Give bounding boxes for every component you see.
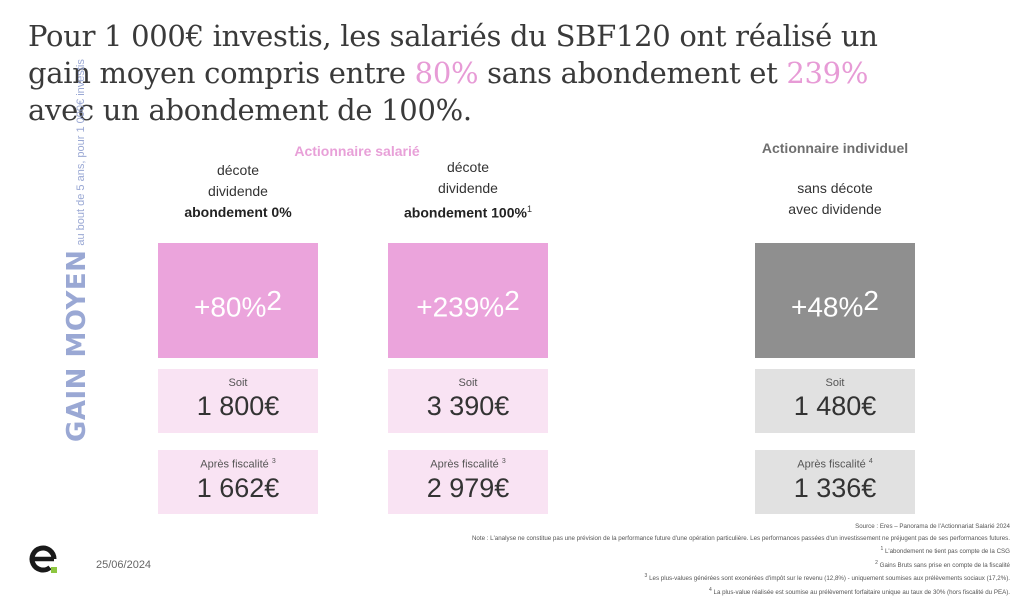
col2-head-line1: décote (446, 159, 490, 175)
footnote-3: 3 Les plus-values générées sont exonérée… (230, 571, 1010, 585)
col1-gain-value: +80% (194, 291, 267, 323)
note-source: Source : Eres – Panorama de l'Actionnari… (855, 523, 1010, 530)
col1-soit-label: Soit (228, 377, 248, 389)
group-label-salarie: Actionnaire salarié (294, 143, 420, 159)
col2-soit-box: Soit 3 390€ (388, 369, 548, 433)
col1-gain-footnote: 2 (266, 285, 282, 316)
col1-head-line2: dividende (208, 183, 268, 199)
col3-soit-label: Soit (825, 377, 845, 389)
col1-apres-box: Après fiscalité 3 1 662€ (158, 450, 318, 514)
title-part2: sans abondement et (478, 56, 787, 90)
title-part3: avec un abondement de 100%. (28, 93, 472, 127)
footnote-1-text: L'abondement ne tient pas compte de la C… (884, 548, 1010, 556)
title-part1: Pour 1 000€ investis, les salariés du SB… (28, 19, 878, 90)
col2-head-footnote: 1 (526, 204, 532, 214)
col2-soit-label: Soit (458, 377, 478, 389)
footnote-3-mark: 3 (644, 573, 648, 580)
col2-gain-value: +239% (416, 291, 505, 323)
col1-gain-box: +80%2 (158, 243, 318, 358)
col2-header: décote dividende abondement 100%1 (388, 157, 548, 224)
col1-apres-label: Après fiscalité (200, 458, 269, 471)
col2-gain-box: +239%2 (388, 243, 548, 358)
footnote-1-mark: 1 (880, 546, 884, 552)
col2-apres-value: 2 979€ (426, 472, 510, 503)
footnotes: Source : Eres – Panorama de l'Actionnari… (230, 521, 1010, 598)
col1-soit-box: Soit 1 800€ (158, 369, 318, 433)
col2-head-line3: abondement 100% (404, 204, 527, 221)
group-label-individuel: Actionnaire individuel (761, 140, 909, 156)
col2-gain-footnote: 2 (504, 285, 520, 316)
col3-soit-box: Soit 1 480€ (755, 369, 915, 433)
col1-header: décote dividende abondement 0% (158, 160, 318, 223)
page-title: Pour 1 000€ investis, les salariés du SB… (28, 18, 928, 129)
col1-head-line1: décote (216, 162, 260, 178)
col3-apres-footnote: 4 (868, 458, 873, 465)
footnote-3-text: Les plus-values générées sont exonérées … (649, 575, 1010, 583)
footer-date: 25/06/2024 (96, 559, 152, 571)
gain-moyen-label: GAIN MOYEN (62, 249, 92, 442)
col1-apres-value: 1 662€ (196, 472, 280, 503)
footnote-2: 2 Gains Bruts sans prise en compte de la… (230, 558, 1010, 572)
col2-apres-footnote: 3 (501, 458, 506, 465)
footnote-2-mark: 2 (875, 559, 878, 566)
col1-apres-footnote: 3 (271, 458, 276, 465)
col2-head-line2: dividende (438, 180, 498, 196)
eres-logo-icon (29, 545, 57, 573)
col3-apres-label: Après fiscalité (797, 458, 866, 471)
footnote-2-text: Gains Bruts sans prise en compte de la f… (879, 561, 1010, 569)
col3-head-line2: avec dividende (788, 201, 882, 217)
col1-head-line3: abondement 0% (184, 204, 292, 220)
col2-apres-label: Après fiscalité (430, 458, 499, 471)
col3-soit-value: 1 480€ (793, 391, 877, 421)
title-highlight-80: 80% (414, 56, 479, 90)
col3-head-line1: sans décote (797, 180, 873, 196)
col3-gain-box: +48%2 (755, 243, 915, 358)
note-disclaimer: Note : L'analyse ne constitue pas une pr… (471, 534, 1010, 542)
footnote-1: 1 L'abondement ne tient pas compte de la… (230, 544, 1010, 558)
col2-soit-value: 3 390€ (426, 391, 510, 421)
col2-apres-box: Après fiscalité 3 2 979€ (388, 450, 548, 514)
col3-gain-footnote: 2 (863, 285, 879, 316)
footnote-4: 4 La plus-value réalisée est soumise au … (230, 585, 1010, 599)
col3-apres-value: 1 336€ (793, 472, 877, 503)
footnote-4-mark: 4 (709, 586, 712, 593)
title-highlight-239: 239% (786, 56, 869, 90)
col3-apres-box: Après fiscalité 4 1 336€ (755, 450, 915, 514)
col3-gain-value: +48% (791, 291, 864, 323)
footnote-4-text: La plus-value réalisée est soumise au pr… (713, 588, 1010, 596)
gain-moyen-sublabel: au bout de 5 ans, pour 1 000€ investis (74, 59, 87, 246)
col1-soit-value: 1 800€ (196, 391, 280, 421)
vertical-axis-label: GAIN MOYEN au bout de 5 ans, pour 1 000€ … (62, 59, 92, 442)
col3-header: sans décote avec dividende (755, 178, 915, 220)
